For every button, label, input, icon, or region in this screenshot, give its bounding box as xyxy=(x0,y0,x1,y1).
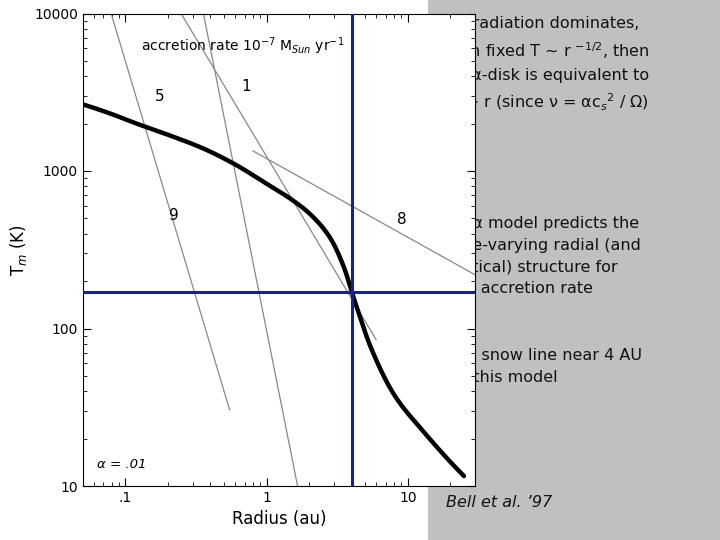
Text: 1: 1 xyxy=(242,79,251,94)
Text: 5: 5 xyxy=(155,89,164,104)
X-axis label: Radius (au): Radius (au) xyxy=(232,510,326,529)
Text: If irradiation dominates,
with fixed T ~ r $^{-1/2}$, then
an α-disk is equivale: If irradiation dominates, with fixed T ~… xyxy=(446,16,649,113)
Y-axis label: T$_m$ (K): T$_m$ (K) xyxy=(7,224,29,276)
Text: α = .01: α = .01 xyxy=(97,458,146,471)
Text: 9: 9 xyxy=(168,208,179,223)
Text: e.g. snow line near 4 AU
for this model: e.g. snow line near 4 AU for this model xyxy=(446,348,642,385)
Text: An α model predicts the
time-varying radial (and
vertical) structure for
any acc: An α model predicts the time-varying rad… xyxy=(446,216,641,296)
Text: 8: 8 xyxy=(397,212,406,227)
Text: accretion rate 10$^{-7}$ M$_{Sun}$ yr$^{-1}$: accretion rate 10$^{-7}$ M$_{Sun}$ yr$^{… xyxy=(141,35,345,57)
Text: Bell et al. ’97: Bell et al. ’97 xyxy=(446,495,552,510)
